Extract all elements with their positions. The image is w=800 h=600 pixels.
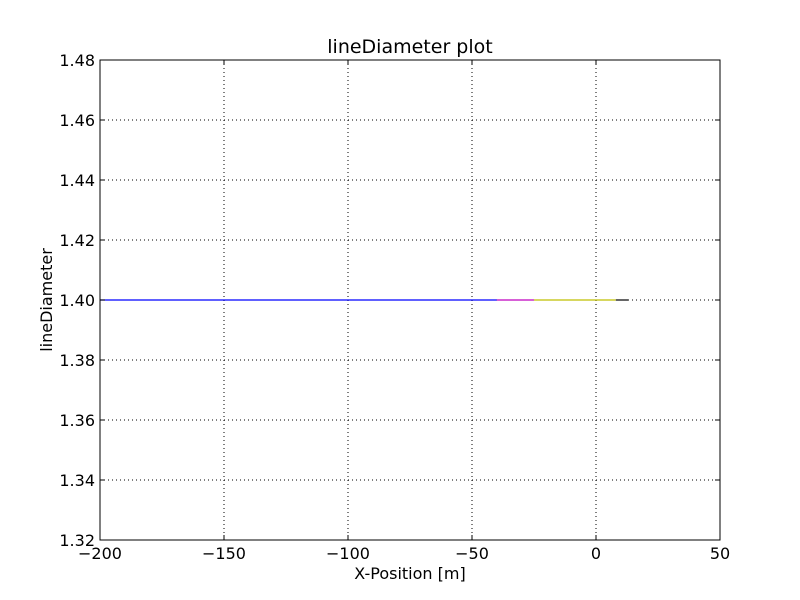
- y-tick-label: 1.42: [59, 231, 95, 250]
- x-tick-label: −50: [455, 544, 489, 563]
- y-tick-label: 1.46: [59, 111, 95, 130]
- chart-title: lineDiameter plot: [327, 36, 492, 58]
- y-axis-label: lineDiameter: [37, 248, 56, 352]
- y-tick-label: 1.36: [59, 411, 95, 430]
- x-tick-label: 50: [710, 544, 730, 563]
- y-tick-label: 1.32: [59, 531, 95, 550]
- x-tick-label: −200: [78, 544, 122, 563]
- plot-area: −200 −150 −100 −50 0 50 1.32 1.34 1.36 1.38 1.40 1.…: [59, 51, 730, 563]
- y-tick-label: 1.34: [59, 471, 95, 490]
- x-axis-label: X-Position [m]: [354, 564, 465, 583]
- y-tick-label: 1.40: [59, 291, 95, 310]
- x-tick-label: −150: [202, 544, 246, 563]
- y-tick-label: 1.44: [59, 171, 95, 190]
- y-tick-label: 1.38: [59, 351, 95, 370]
- ticks: −200 −150 −100 −50 0 50 1.32 1.34 1.36 1.38 1.40 1.…: [59, 51, 730, 563]
- x-tick-label: −100: [326, 544, 370, 563]
- y-tick-label: 1.48: [59, 51, 95, 70]
- x-tick-label: 0: [591, 544, 601, 563]
